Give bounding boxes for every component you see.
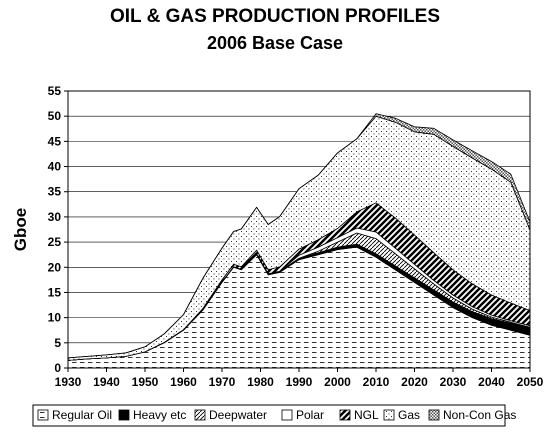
x-tick-label: 1930: [55, 375, 82, 389]
x-tick-label: 1940: [93, 375, 120, 389]
y-tick-label: 50: [48, 109, 62, 123]
x-tick-label: 2000: [324, 375, 351, 389]
legend-swatch-6: [428, 409, 440, 421]
x-tick-label: 2030: [440, 375, 467, 389]
y-tick-label: 10: [48, 311, 62, 325]
legend-swatch-4: [339, 409, 351, 421]
legend-label-0: Regular Oil: [52, 408, 112, 422]
x-tick-label: 1980: [247, 375, 274, 389]
legend-swatch-0: [37, 409, 49, 421]
legend-label-5: Gas: [398, 408, 420, 422]
y-axis-label: Gboe: [11, 208, 30, 251]
x-tick-label: 2020: [401, 375, 428, 389]
area-layer: [67, 113, 531, 369]
x-tick-label: 2040: [478, 375, 505, 389]
legend-swatch-3: [281, 409, 293, 421]
legend-label-4: NGL: [354, 408, 379, 422]
legend-label-1: Heavy etc: [133, 408, 186, 422]
x-tick-label: 1970: [209, 375, 236, 389]
legend-label-3: Polar: [296, 408, 324, 422]
chart-subtitle: 2006 Base Case: [206, 33, 344, 53]
y-tick-label: 0: [54, 361, 61, 375]
y-tick-label: 5: [54, 336, 61, 350]
y-tick-label: 55: [48, 84, 62, 98]
legend-swatch-2: [194, 409, 206, 421]
legend-label-2: Deepwater: [209, 408, 267, 422]
y-tick-label: 40: [48, 160, 62, 174]
axis-layer: 0 5 10 15 20 25 30 35 40 45 50 55 1930 1940 1950 1960 19…: [11, 84, 544, 389]
y-tick-label: 15: [48, 285, 62, 299]
x-tick-label: 2050: [517, 375, 544, 389]
legend-label-6: Non-Con Gas: [443, 408, 516, 422]
legend-layer: Regular Oil Heavy etc Deepwater Polar NGL Gas…: [32, 404, 516, 427]
x-tick-label: 2010: [363, 375, 390, 389]
x-tick-label: 1960: [170, 375, 197, 389]
x-tick-label: 1990: [286, 375, 313, 389]
y-tick-label: 25: [48, 235, 62, 249]
x-tick-label: 1950: [132, 375, 159, 389]
y-tick-label: 30: [48, 210, 62, 224]
legend-swatch-1: [118, 409, 130, 421]
y-tick-label: 45: [48, 134, 62, 148]
y-tick-label: 20: [48, 260, 62, 274]
legend-swatch-5: [383, 409, 395, 421]
chart-title: OIL & GAS PRODUCTION PROFILES: [109, 6, 441, 27]
y-tick-label: 35: [48, 185, 62, 199]
